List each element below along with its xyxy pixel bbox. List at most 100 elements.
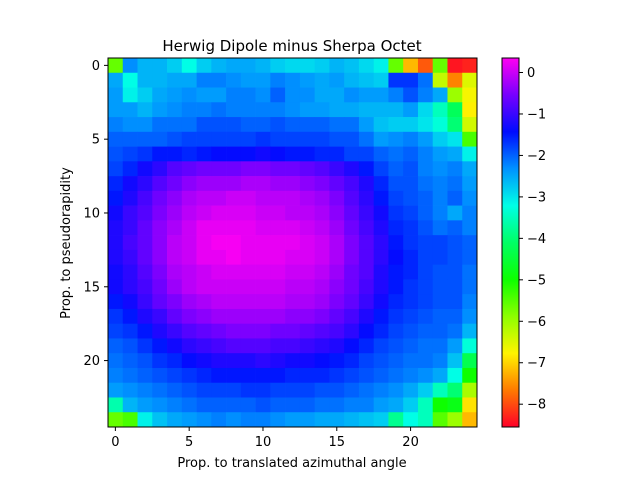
heatmap-cell	[122, 264, 138, 280]
heatmap-cell	[270, 397, 286, 413]
heatmap-cell	[255, 72, 271, 88]
heatmap-cell	[152, 117, 168, 133]
heatmap-cell	[181, 117, 197, 133]
heatmap-cell	[447, 294, 463, 310]
heatmap-cell	[137, 102, 153, 118]
heatmap-cell	[211, 190, 227, 206]
heatmap-cell	[270, 235, 286, 251]
heatmap-cell	[299, 353, 315, 369]
heatmap-cell	[108, 205, 124, 221]
heatmap-cell	[344, 146, 360, 162]
heatmap-cell	[196, 205, 212, 221]
heatmap-cell	[373, 102, 389, 118]
heatmap-cell	[196, 249, 212, 265]
heatmap-cell	[329, 146, 345, 162]
heatmap-cell	[388, 131, 404, 147]
heatmap-cell	[447, 205, 463, 221]
heatmap-cell	[122, 117, 138, 133]
heatmap-cell	[358, 117, 375, 133]
heatmap-cell	[285, 308, 301, 325]
heatmap-cell	[299, 102, 315, 118]
heatmap-cell	[403, 397, 419, 413]
y-tick-label: 10	[83, 206, 100, 221]
heatmap-cell	[122, 72, 138, 88]
heatmap-cell	[108, 353, 124, 369]
heatmap-cell	[152, 397, 168, 413]
heatmap-cell	[432, 72, 448, 88]
heatmap-cell	[108, 117, 124, 133]
heatmap-cell	[137, 176, 153, 192]
heatmap-cell	[358, 205, 375, 221]
heatmap-cell	[270, 205, 286, 221]
heatmap-cell	[167, 412, 183, 428]
heatmap-cell	[122, 294, 138, 310]
heatmap-cell	[417, 294, 434, 310]
heatmap-cell	[403, 412, 419, 428]
heatmap-cell	[344, 279, 360, 295]
heatmap-cell	[344, 161, 360, 177]
heatmap-cell	[196, 279, 212, 295]
heatmap-cell	[329, 161, 345, 177]
heatmap-cell	[462, 235, 478, 251]
heatmap-cell	[122, 102, 138, 118]
heatmap-cell	[181, 338, 197, 354]
heatmap-cell	[240, 397, 256, 413]
heatmap-cell	[329, 382, 345, 398]
heatmap-cell	[358, 235, 375, 251]
heatmap-cell	[432, 235, 448, 251]
heatmap-cell	[299, 146, 315, 162]
heatmap-cell	[270, 353, 286, 369]
heatmap-cell	[226, 102, 242, 118]
heatmap-cell	[417, 117, 434, 133]
heatmap-cell	[240, 220, 256, 236]
heatmap-cell	[255, 397, 271, 413]
heatmap-cell	[285, 338, 301, 354]
heatmap-cell	[299, 397, 315, 413]
heatmap-cell	[270, 338, 286, 354]
heatmap-cell	[167, 235, 183, 251]
heatmap-cell	[270, 190, 286, 206]
heatmap-cell	[388, 353, 404, 369]
heatmap-cell	[373, 264, 389, 280]
heatmap-cell	[417, 308, 434, 325]
heatmap-cell	[285, 176, 301, 192]
heatmap-cell	[447, 161, 463, 177]
heatmap-cell	[226, 249, 242, 265]
heatmap-cell	[462, 382, 478, 398]
heatmap-cell	[240, 117, 256, 133]
heatmap-cell	[152, 249, 168, 265]
heatmap-cell	[432, 161, 448, 177]
heatmap-cell	[329, 264, 345, 280]
heatmap-cell	[226, 220, 242, 236]
heatmap-cell	[447, 58, 463, 74]
heatmap-cell	[285, 161, 301, 177]
heatmap-cell	[181, 367, 197, 384]
heatmap-cell	[388, 323, 404, 339]
heatmap-cell	[462, 264, 478, 280]
heatmap-cell	[447, 367, 463, 384]
heatmap-cell	[314, 382, 330, 398]
heatmap-cell	[299, 161, 315, 177]
heatmap-cell	[417, 87, 434, 103]
heatmap-cell	[167, 131, 183, 147]
heatmap-cell	[181, 249, 197, 265]
heatmap-cell	[314, 279, 330, 295]
heatmap-cell	[196, 264, 212, 280]
heatmap-cell	[447, 323, 463, 339]
heatmap-cell	[417, 176, 434, 192]
heatmap-cell	[137, 308, 153, 325]
heatmap-cell	[240, 235, 256, 251]
heatmap-cell	[240, 294, 256, 310]
heatmap-cell	[181, 87, 197, 103]
heatmap-cell	[462, 249, 478, 265]
heatmap-cell	[122, 397, 138, 413]
heatmap-cell	[314, 58, 330, 74]
heatmap-cell	[122, 353, 138, 369]
heatmap-cell	[447, 72, 463, 88]
heatmap-cell	[137, 87, 153, 103]
heatmap-cell	[373, 397, 389, 413]
heatmap-cell	[137, 367, 153, 384]
heatmap-cell	[329, 412, 345, 428]
heatmap-cell	[270, 220, 286, 236]
heatmap-cell	[373, 235, 389, 251]
